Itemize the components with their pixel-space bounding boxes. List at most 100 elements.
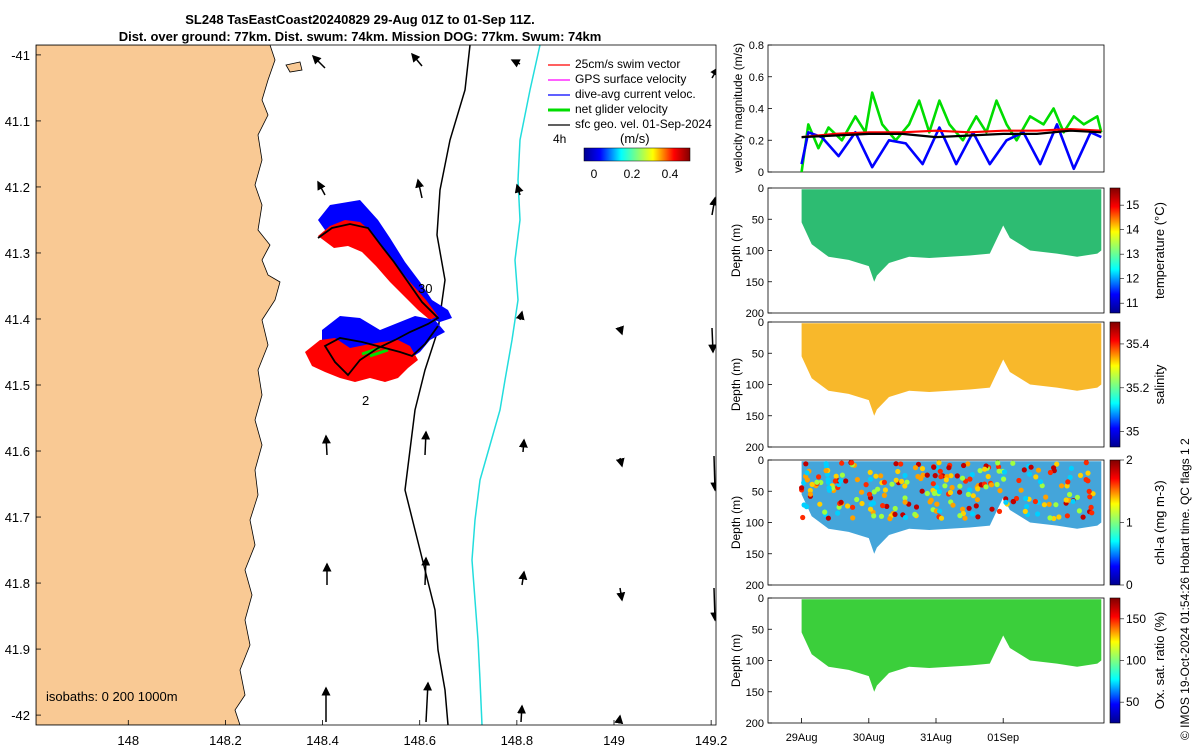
chl-speckle-dot <box>801 480 807 486</box>
colorbar-tick-label: 35 <box>1126 425 1140 439</box>
map-y-tick-label: 41.1 <box>5 114 30 129</box>
chl-speckle-dot <box>936 489 943 495</box>
map-y-tick-label: 41.9 <box>5 642 30 657</box>
isobath-label: isobaths: 0 200 1000m <box>46 689 178 704</box>
chl-speckle-dot <box>799 485 805 491</box>
chl-speckle-dot <box>1065 479 1071 485</box>
chl-speckle-dot <box>1059 483 1065 489</box>
chl-speckle-dot <box>895 468 901 475</box>
chl-speckle-dot <box>1077 472 1084 478</box>
colorbar-tick-label: 150 <box>1126 612 1146 626</box>
chl-speckle-dot <box>898 461 904 467</box>
chl-speckle-dot <box>1010 460 1016 466</box>
chl-speckle-dot <box>809 481 815 487</box>
chl-speckle-dot <box>902 514 909 521</box>
colorbar-tick-0: 0 <box>591 167 598 181</box>
chl-speckle-dot <box>924 472 930 478</box>
colorbar-label: chl-a (mg m-3) <box>1152 480 1167 565</box>
chl-speckle-dot <box>937 468 943 474</box>
chl-speckle-dot <box>817 501 823 507</box>
profile-y-label: Depth (m) <box>729 358 743 411</box>
velocity-series-line <box>801 129 1102 139</box>
surface-velocity-arrows <box>311 52 716 725</box>
chl-speckle-dot <box>983 484 989 490</box>
legend-swim: 25cm/s swim vector <box>575 57 680 71</box>
chl-speckle-dot <box>1022 508 1028 514</box>
chl-speckle-dot <box>931 464 937 470</box>
chl-speckle-dot <box>859 500 865 507</box>
chl-speckle-dot <box>950 502 956 508</box>
profile-y-tick-label: 0 <box>758 183 764 195</box>
chl-speckle-dot <box>867 506 874 512</box>
chl-speckle-dot <box>892 505 898 512</box>
chl-speckle-dot <box>985 473 991 480</box>
glider-track <box>317 223 440 377</box>
chl-speckle-dot <box>899 478 905 484</box>
chl-speckle-dot <box>1068 465 1074 471</box>
chl-speckle-dot <box>870 500 877 506</box>
chl-speckle-dot <box>884 503 890 509</box>
profile-y-tick-label: 0 <box>758 593 764 605</box>
map-x-tick-label: 148.2 <box>209 733 242 748</box>
chl-speckle-dot <box>882 487 889 493</box>
legend-gps: GPS surface velocity <box>575 72 686 86</box>
chl-speckle-dot <box>954 473 960 479</box>
map-y-tick-label: 41.3 <box>5 246 30 261</box>
chl-speckle-dot <box>832 478 839 484</box>
profile-y-tick-label: 100 <box>746 656 764 668</box>
annotation-2: 2 <box>362 393 369 408</box>
chl-speckle-dot <box>1086 488 1092 494</box>
chl-speckle-dot <box>957 513 963 519</box>
chl-speckle-dot <box>889 481 895 487</box>
chl-speckle-dot <box>1021 467 1027 473</box>
chl-speckle-dot <box>804 470 810 476</box>
time-tick-label: 31Aug <box>920 732 952 744</box>
chl-speckle-dot <box>975 514 981 520</box>
colorbar-tick-label: 50 <box>1126 695 1140 709</box>
chl-speckle-dot <box>871 513 877 519</box>
profile-y-tick-label: 0 <box>758 317 764 329</box>
chl-speckle-dot <box>1080 514 1086 520</box>
chl-speckle-dot <box>863 482 869 488</box>
chl-speckle-dot <box>835 510 841 516</box>
chl-speckle-dot <box>823 468 829 474</box>
chl-speckle-dot <box>881 479 888 485</box>
island <box>285 61 303 73</box>
chl-speckle-dot <box>924 490 930 497</box>
annotation-30: 30 <box>418 281 432 296</box>
chl-speckle-dot <box>967 487 973 493</box>
map-y-ticks: -41 41.1 41.2 41.3 41.4 41.5 41.6 41.7 41.8 41.9 -… <box>5 48 41 723</box>
chl-speckle-dot <box>867 469 873 475</box>
profile-y-tick-label: 0 <box>758 455 764 467</box>
map-y-tick-label: -41 <box>11 48 30 63</box>
chl-speckle-dot <box>803 461 809 467</box>
chl-speckle-dot <box>960 506 966 512</box>
chl-speckle-dot <box>850 515 856 521</box>
chl-speckle-dot <box>1043 494 1049 500</box>
chl-speckle-dot <box>915 473 921 480</box>
chl-speckle-dot <box>946 465 952 471</box>
chl-speckle-dot <box>1023 495 1029 502</box>
chl-speckle-dot <box>1047 469 1053 476</box>
isobath-1000 <box>471 45 541 725</box>
chl-speckle-dot <box>965 491 972 497</box>
chl-speckle-dot <box>938 474 944 480</box>
map-x-tick-label: 148.8 <box>501 733 534 748</box>
chl-speckle-dot <box>942 483 948 489</box>
chl-speckle-dot <box>1076 508 1082 514</box>
chl-speckle-dot <box>854 496 860 503</box>
map-y-tick-label: 41.4 <box>5 312 30 327</box>
chl-speckle-dot <box>902 483 908 489</box>
velocity-y-tick-label: 0.4 <box>749 104 764 116</box>
map-y-tick-label: 41.2 <box>5 180 30 195</box>
chl-speckle-dot <box>826 487 833 493</box>
chl-speckle-dot <box>875 486 881 492</box>
profile-y-tick-label: 50 <box>752 624 764 636</box>
colorbar-tick-label: 12 <box>1126 272 1140 286</box>
time-tick-label: 29Aug <box>786 732 818 744</box>
map-y-tick-label: 41.7 <box>5 510 30 525</box>
chl-speckle-dot <box>1032 498 1038 505</box>
map-x-tick-label: 148.4 <box>306 733 339 748</box>
colorbar-tick-label: 14 <box>1126 223 1140 237</box>
chl-speckle-dot <box>880 503 886 509</box>
